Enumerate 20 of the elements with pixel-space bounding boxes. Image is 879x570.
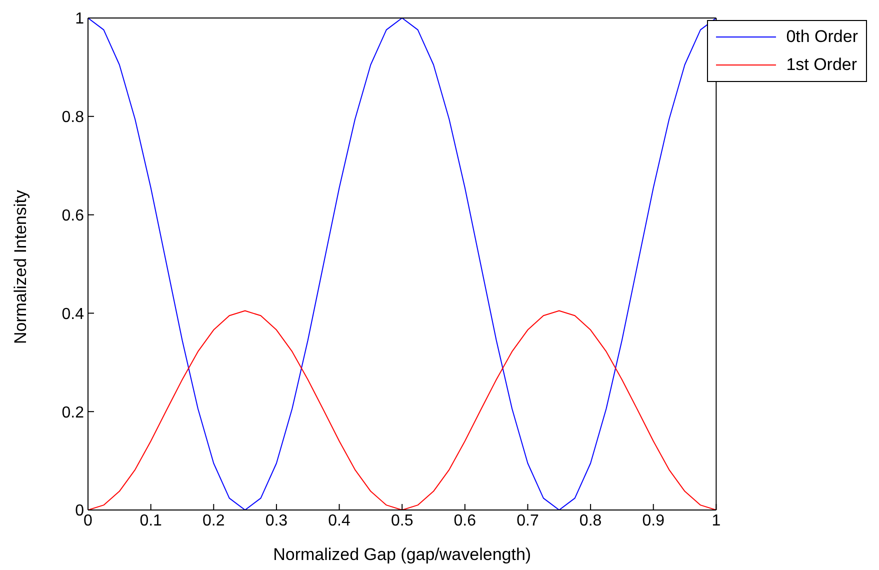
x-tick-label: 0.5: [390, 512, 414, 530]
line-series: [88, 18, 716, 510]
legend-label: 1st Order: [786, 55, 858, 75]
y-tick-label: 0.6: [62, 207, 84, 224]
x-tick-label: 1: [712, 512, 721, 530]
y-tick-label: 0.4: [62, 306, 84, 323]
x-tick-label: 0.2: [202, 512, 225, 530]
x-tick-label: 0.7: [516, 512, 539, 530]
legend-label: 0th Order: [786, 27, 858, 47]
y-axis-title: Normalized Intensity: [11, 189, 30, 344]
x-tick-label: 0.8: [579, 512, 602, 530]
x-tick-label: 0.4: [328, 512, 350, 530]
x-tick-label: 0.9: [642, 512, 665, 530]
x-tick-label: 0.6: [454, 512, 476, 530]
x-axis-title: Normalized Gap (gap/wavelength): [273, 545, 532, 564]
y-tick-label: 0.2: [62, 404, 84, 422]
y-tick-label: 0.8: [62, 109, 84, 126]
y-tick-label: 1: [75, 10, 84, 28]
x-tick-label: 0.3: [265, 512, 288, 530]
x-tick-label: 0.1: [140, 512, 162, 530]
